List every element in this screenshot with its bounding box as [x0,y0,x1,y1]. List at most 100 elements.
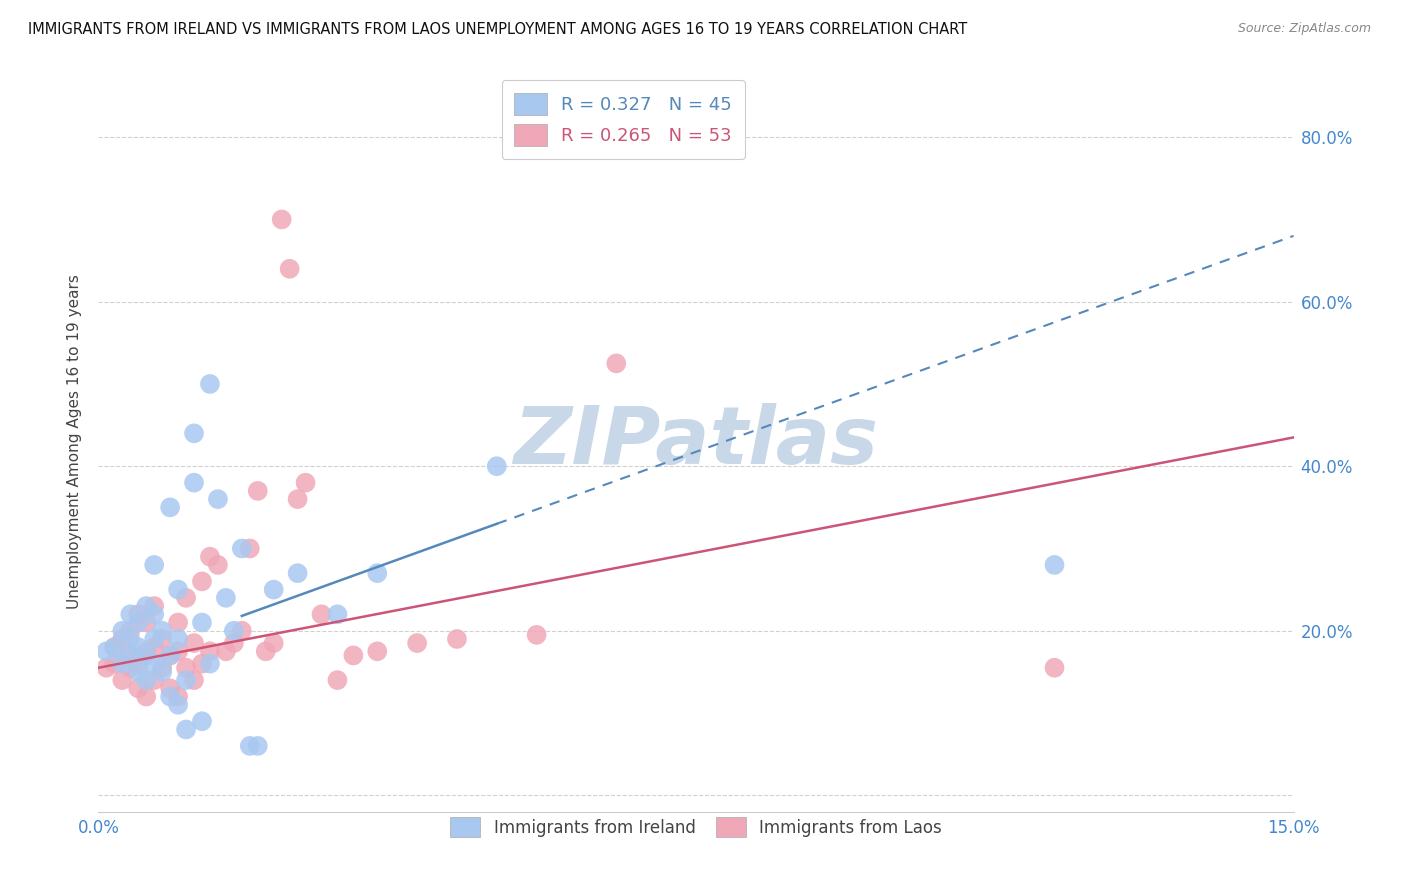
Point [191,615,214,630]
Point [254,644,277,658]
Point [150,665,173,679]
Point [167,615,190,630]
Y-axis label: Unemployment Among Ages 16 to 19 years: Unemployment Among Ages 16 to 19 years [67,274,83,609]
Point [342,648,364,663]
Point [135,648,157,663]
Point [231,541,253,556]
Point [103,640,125,655]
Point [167,632,190,646]
Point [135,673,157,687]
Point [446,632,468,646]
Point [111,632,134,646]
Point [326,607,349,622]
Point [135,644,157,658]
Point [127,665,149,679]
Point [246,483,269,498]
Point [96,661,118,675]
Point [191,657,214,671]
Text: Source: ZipAtlas.com: Source: ZipAtlas.com [1237,22,1371,36]
Point [159,648,181,663]
Point [311,607,333,622]
Point [270,212,292,227]
Point [174,673,197,687]
Point [120,661,142,675]
Point [263,636,285,650]
Point [120,624,142,638]
Point [406,636,429,650]
Point [278,261,301,276]
Point [135,690,157,704]
Point [222,636,245,650]
Point [103,640,125,655]
Point [215,644,238,658]
Point [127,657,149,671]
Point [605,356,627,370]
Point [294,475,316,490]
Point [526,628,548,642]
Point [231,624,253,638]
Point [120,632,142,646]
Point [127,640,149,655]
Point [135,615,157,630]
Point [207,558,229,572]
Legend: Immigrants from Ireland, Immigrants from Laos: Immigrants from Ireland, Immigrants from… [444,811,948,844]
Point [143,632,166,646]
Point [111,624,134,638]
Point [167,582,190,597]
Point [183,475,205,490]
Point [143,599,166,613]
Point [159,681,181,696]
Point [111,673,134,687]
Point [191,714,214,729]
Point [143,657,166,671]
Point [207,492,229,507]
Point [198,549,221,564]
Point [246,739,269,753]
Point [198,376,221,391]
Point [143,607,166,622]
Point [150,632,173,646]
Point [159,648,181,663]
Point [150,661,173,675]
Point [111,657,134,671]
Point [326,673,349,687]
Point [215,591,238,605]
Point [485,459,508,474]
Point [191,574,214,589]
Point [366,644,388,658]
Point [198,644,221,658]
Point [135,599,157,613]
Point [183,426,205,441]
Point [222,624,245,638]
Point [263,582,285,597]
Point [167,644,190,658]
Point [1043,661,1066,675]
Point [287,492,309,507]
Point [96,644,118,658]
Point [287,566,309,581]
Point [159,500,181,515]
Text: ZIPatlas: ZIPatlas [513,402,879,481]
Point [143,673,166,687]
Point [366,566,388,581]
Point [120,648,142,663]
Point [143,558,166,572]
Point [174,661,197,675]
Point [198,657,221,671]
Point [174,591,197,605]
Point [127,681,149,696]
Point [143,640,166,655]
Point [159,690,181,704]
Point [1043,558,1066,572]
Point [127,615,149,630]
Point [103,657,125,671]
Point [167,690,190,704]
Point [167,698,190,712]
Point [174,723,197,737]
Point [239,541,262,556]
Text: IMMIGRANTS FROM IRELAND VS IMMIGRANTS FROM LAOS UNEMPLOYMENT AMONG AGES 16 TO 19: IMMIGRANTS FROM IRELAND VS IMMIGRANTS FR… [28,22,967,37]
Point [150,624,173,638]
Point [183,636,205,650]
Point [127,607,149,622]
Point [120,648,142,663]
